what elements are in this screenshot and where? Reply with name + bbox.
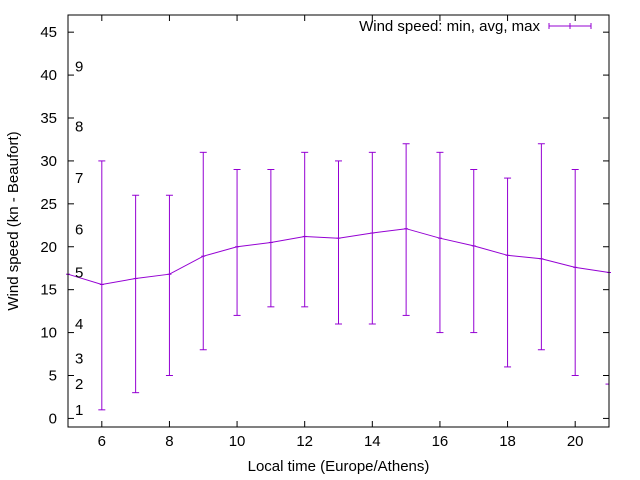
plot-area-frame [67, 14, 610, 428]
beaufort-label: 9 [75, 59, 83, 76]
wind-speed-series [66, 143, 611, 411]
x-tick-label: 14 [364, 433, 381, 450]
beaufort-label: 4 [75, 316, 83, 333]
legend: Wind speed: min, avg, max [359, 18, 592, 35]
y-tick-label: 5 [49, 368, 57, 385]
beaufort-label: 2 [75, 376, 83, 393]
x-tick-label: 20 [567, 433, 584, 450]
x-tick-label: 10 [229, 433, 246, 450]
x-axis-label: Local time (Europe/Athens) [248, 458, 430, 475]
y-axis-label: Wind speed (kn - Beaufort) [5, 131, 22, 310]
axis-ticks [68, 15, 609, 427]
y-tick-label: 0 [49, 410, 57, 427]
beaufort-label: 8 [75, 119, 83, 136]
y-tick-label: 45 [40, 24, 57, 41]
x-tick-label: 6 [98, 433, 106, 450]
y-tick-label: 40 [40, 67, 57, 84]
y-tick-label: 25 [40, 196, 57, 213]
legend-errorbar-sample [548, 23, 592, 29]
x-tick-label: 16 [432, 433, 449, 450]
beaufort-label: 7 [75, 170, 83, 187]
x-tick-label: 12 [296, 433, 313, 450]
y-tick-label: 30 [40, 153, 57, 170]
y-tick-label: 20 [40, 239, 57, 256]
beaufort-label: 5 [75, 265, 83, 282]
beaufort-label: 6 [75, 222, 83, 239]
y-tick-label: 10 [40, 325, 57, 342]
beaufort-label: 1 [75, 402, 83, 419]
beaufort-label: 3 [75, 350, 83, 367]
x-tick-label: 8 [165, 433, 173, 450]
x-tick-label: 18 [499, 433, 516, 450]
y-tick-label: 35 [40, 110, 57, 127]
y-tick-label: 15 [40, 282, 57, 299]
legend-label: Wind speed: min, avg, max [359, 18, 540, 35]
